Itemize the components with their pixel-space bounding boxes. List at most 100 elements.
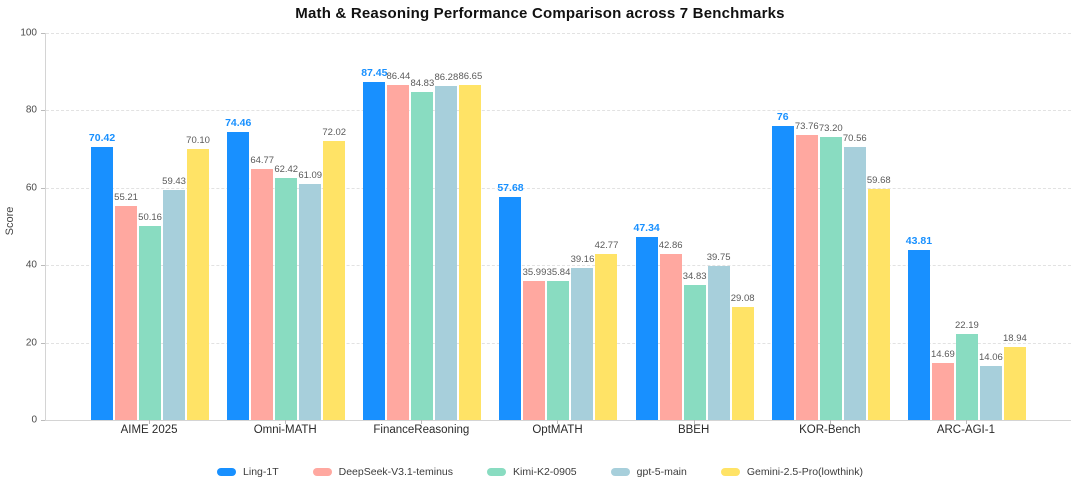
bar-value-label: 35.99	[522, 266, 547, 278]
bar-deepseek-v3-1-teminus-5: 73.76	[795, 121, 819, 420]
bar-value-label: 76	[776, 110, 789, 123]
bar-value-label: 70.42	[88, 132, 116, 145]
bar-group-arc-agi-1: 43.81 14.69 22.19 14.06 18.94	[899, 33, 1035, 420]
x-axis-label-aime-2025: AIME 2025	[81, 420, 217, 436]
bar-value-label: 86.44	[386, 71, 411, 83]
bar-kimi-k2-0905-1: 62.42	[274, 164, 298, 420]
x-tick-mark	[421, 420, 423, 424]
legend-label: gpt-5-main	[636, 466, 687, 478]
legend-swatch-icon	[610, 468, 630, 476]
bar-value-label: 42.77	[594, 240, 619, 252]
x-tick-mark	[693, 420, 695, 424]
legend-label: Kimi-K2-0905	[513, 466, 577, 478]
bar-value-label: 14.06	[979, 351, 1003, 363]
y-tick-mark	[41, 265, 45, 267]
y-tick-label-20: 20	[25, 337, 37, 349]
bar-group-financereasoning: 87.45 86.44 84.83 86.28 86.65	[354, 33, 490, 420]
bar-value-label: 39.75	[706, 252, 731, 264]
bar-value-label: 74.46	[225, 116, 252, 129]
legend-label: DeepSeek-V3.1-teminus	[338, 466, 454, 478]
gridline-40	[46, 265, 1071, 267]
bar-group-aime-2025: 70.42 55.21 50.16 59.43 70.10	[82, 33, 218, 420]
y-tick-mark	[41, 110, 45, 112]
bar-kimi-k2-0905-0: 50.16	[138, 212, 162, 420]
legend: Ling-1T DeepSeek-V3.1-teminus Kimi-K2-0905…	[0, 466, 1080, 478]
bar-deepseek-v3-1-teminus-1: 64.77	[250, 155, 274, 420]
bar-gpt-5-main-1: 61.09	[298, 170, 322, 420]
x-tick-mark	[557, 420, 559, 424]
bar-gemini-2-5-pro-lowthink--1: 72.02	[322, 127, 346, 420]
x-axis-label-omni-math: Omni-MATH	[217, 420, 353, 436]
bar-kimi-k2-0905-4: 34.83	[683, 271, 707, 420]
bar-ling-1t-3: 57.68	[497, 182, 524, 420]
bar-gpt-5-main-5: 70.56	[843, 133, 867, 420]
legend-label: Gemini-2.5-Pro(lowthink)	[746, 466, 863, 478]
bar-kimi-k2-0905-5: 73.20	[819, 123, 843, 420]
legend-item-ling-1t[interactable]: Ling-1T	[217, 466, 279, 478]
bar-ling-1t-1: 74.46	[225, 117, 251, 420]
x-axis-label-financereasoning: FinanceReasoning	[353, 420, 489, 436]
x-tick-mark	[285, 420, 287, 424]
bar-gpt-5-main-3: 39.16	[571, 254, 594, 420]
bar-value-label: 42.86	[658, 240, 683, 252]
x-axis-label-optmath: OptMATH	[489, 420, 625, 436]
legend-item-deepseek-v3-1-teminus[interactable]: DeepSeek-V3.1-teminus	[312, 466, 454, 478]
bar-gemini-2-5-pro-lowthink--4: 29.08	[731, 293, 755, 420]
bar-value-label: 22.19	[955, 320, 979, 332]
bar-value-label: 35.84	[546, 267, 571, 279]
bar-value-label: 73.76	[794, 120, 819, 132]
bar-value-label: 72.02	[322, 127, 347, 139]
bar-group-bbeh: 47.34 42.86 34.83 39.75 29.08	[627, 33, 763, 420]
y-tick-label-100: 100	[20, 27, 37, 39]
bar-value-label: 84.83	[410, 77, 435, 89]
bars-area: 70.42 55.21 50.16 59.43 70.10 74.46 64.77 62.42…	[46, 33, 1071, 420]
bar-gpt-5-main-0: 59.43	[162, 176, 186, 420]
bar-ling-1t-4: 47.34	[633, 222, 660, 420]
bar-deepseek-v3-1-teminus-2: 86.44	[386, 71, 410, 420]
plot-area: 70.42 55.21 50.16 59.43 70.10 74.46 64.77 62.42…	[45, 33, 1071, 421]
bar-value-label: 86.28	[434, 72, 459, 84]
x-tick-mark	[149, 420, 151, 424]
bar-value-label: 29.08	[730, 293, 755, 305]
gridline-60	[46, 187, 1071, 189]
bar-value-label: 70.10	[186, 134, 210, 146]
bar-value-label: 73.20	[818, 122, 843, 134]
y-tick-label-60: 60	[25, 182, 37, 194]
x-axis-label-arc-agi-1: ARC-AGI-1	[898, 420, 1034, 436]
y-tick-label-40: 40	[25, 259, 37, 271]
legend-swatch-icon	[487, 468, 507, 476]
legend-swatch-icon	[720, 468, 740, 476]
legend-swatch-icon	[312, 468, 332, 476]
x-axis-label-bbeh: BBEH	[626, 420, 762, 436]
bar-deepseek-v3-1-teminus-4: 42.86	[659, 240, 683, 420]
bar-gemini-2-5-pro-lowthink--0: 70.10	[186, 135, 210, 420]
bar-kimi-k2-0905-3: 35.84	[547, 267, 570, 420]
bar-deepseek-v3-1-teminus-3: 35.99	[523, 267, 546, 420]
gridline-100	[46, 33, 1071, 34]
bar-gpt-5-main-6: 14.06	[979, 352, 1003, 420]
legend-item-gpt-5-main[interactable]: gpt-5-main	[610, 466, 687, 478]
legend-label: Ling-1T	[243, 466, 279, 478]
bar-value-label: 62.42	[274, 164, 299, 176]
y-tick-label-0: 0	[31, 414, 37, 426]
bar-group-kor-bench: 76 73.76 73.20 70.56 59.68	[763, 33, 899, 420]
bar-ling-1t-2: 87.45	[361, 67, 387, 420]
bar-kimi-k2-0905-2: 84.83	[410, 78, 434, 420]
bar-gemini-2-5-pro-lowthink--6: 18.94	[1003, 333, 1027, 420]
bar-group-optmath: 57.68 35.99 35.84 39.16 42.77	[490, 33, 626, 420]
bar-value-label: 34.83	[682, 271, 707, 283]
gridline-80	[46, 110, 1071, 112]
bar-value-label: 57.68	[497, 181, 524, 194]
chart-title: Math & Reasoning Performance Comparison …	[295, 5, 785, 22]
y-tick-mark	[41, 420, 45, 421]
legend-item-kimi-k2-0905[interactable]: Kimi-K2-0905	[487, 466, 577, 478]
bar-value-label: 64.77	[250, 155, 275, 167]
legend-swatch-icon	[217, 468, 237, 476]
bar-value-label: 86.65	[458, 70, 483, 82]
bar-gpt-5-main-4: 39.75	[707, 252, 731, 420]
bar-gemini-2-5-pro-lowthink--2: 86.65	[458, 71, 482, 420]
x-tick-mark	[965, 420, 967, 424]
bar-value-label: 87.45	[361, 66, 388, 79]
legend-item-gemini-2-5-pro-lowthink-[interactable]: Gemini-2.5-Pro(lowthink)	[720, 466, 863, 478]
